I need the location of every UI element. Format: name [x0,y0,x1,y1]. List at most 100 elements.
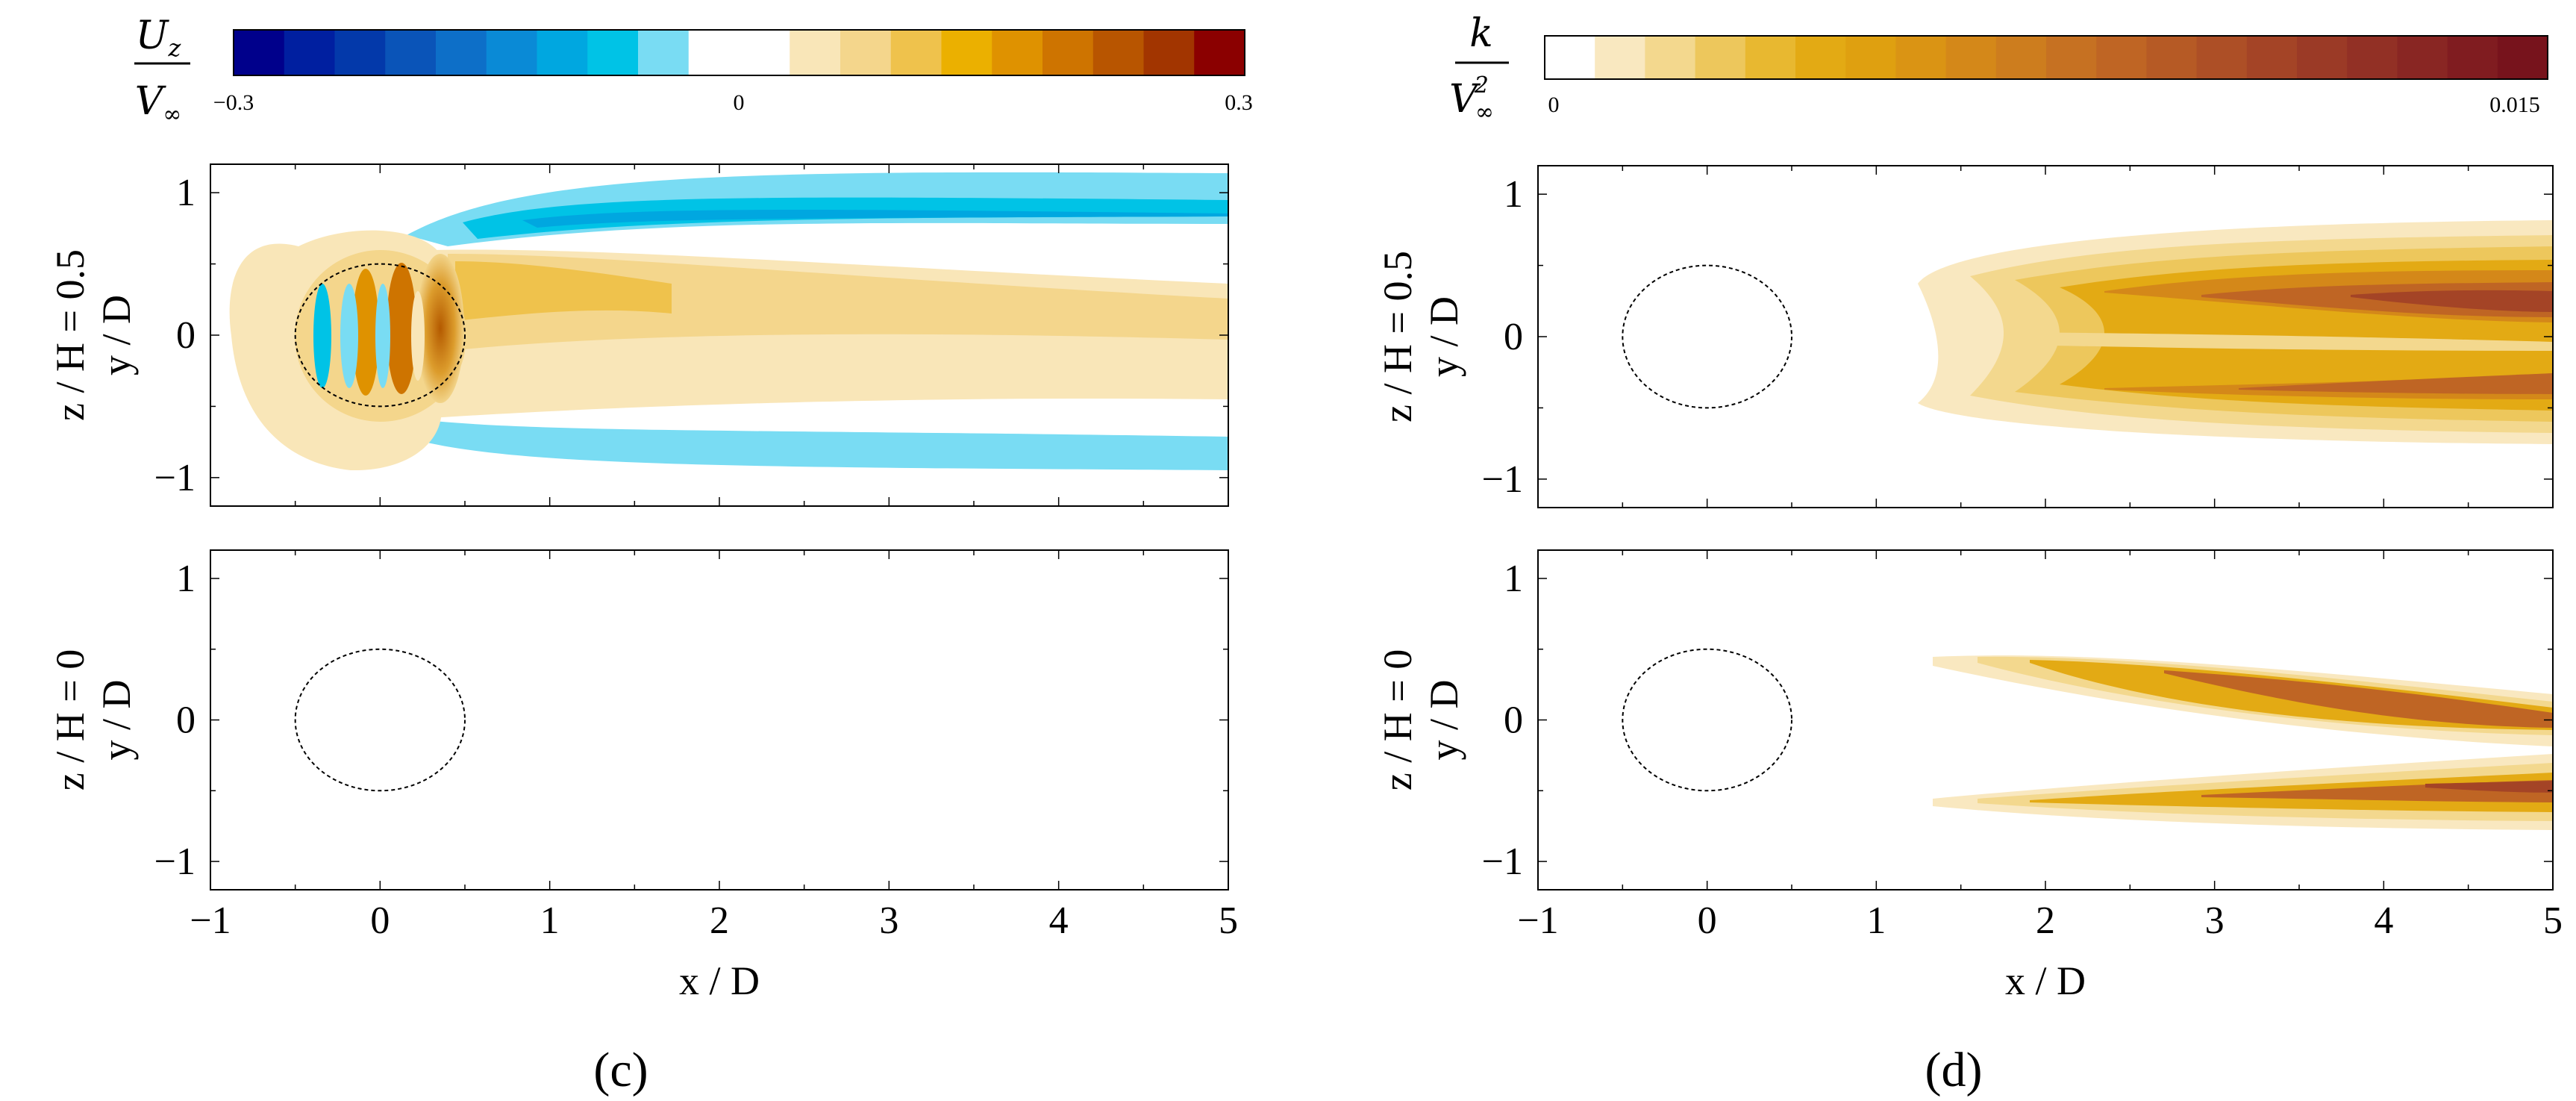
axes-c-bot-xtick-label: 0 [370,899,390,942]
axes-d-bot-ytick-label: 1 [1504,558,1523,600]
colorbar-c-swatch-9 [688,30,740,75]
colorbar-d-max-label: 0.015 [2489,93,2540,117]
colorbar-d-swatch-1 [1595,36,1645,79]
axes-d-bot-ylabel: y / D [1422,680,1466,761]
colorbar-d-swatch-11 [2096,36,2147,79]
contour-d-bot-field [1933,655,2553,830]
colorbar-d-swatch-7 [1895,36,1947,79]
colorbar-c-swatch-14 [941,30,992,75]
axes-c-bot-xtick-label: 2 [710,899,729,942]
colorbar-c-swatch-1 [284,30,336,75]
colorbar-d-swatch-6 [1845,36,1896,79]
colorbar-d-swatch-16 [2347,36,2398,79]
colorbar-c-quantity: Uz V∞ [134,13,190,128]
colorbar-d-swatch-3 [1695,36,1746,79]
axes-d-top-ylabel: y / D [1422,296,1466,377]
colorbar-c-swatch-3 [385,30,437,75]
colorbar-d-swatch-18 [2447,36,2498,79]
colorbar-d-min-label: 0 [1548,93,1560,117]
colorbar-d-swatch-12 [2146,36,2198,79]
colorbar-d-quantity: k V2 ∞ [1449,11,1509,125]
axes-d-bot-xtick-label: 2 [2036,899,2055,942]
axes-c-top-ylabel: y / D [94,295,139,375]
axes-d-top-cylinder-outline [1622,264,1793,409]
colorbar-c-swatch-4 [436,30,487,75]
axes-d-bot-row-label: z / H = 0 [1375,649,1420,790]
axes-d-top-ytick-label: 0 [1504,316,1523,358]
axes-c-top: 1 0 −1 z / H = 0.5 y / D [48,163,1229,507]
axes-c-bot-cylinder-outline [294,648,466,792]
axes-d-top-ytick-label: 1 [1504,173,1523,216]
colorbar-d: 0 0.015 [1544,35,2548,117]
axes-d-top: 1 0 −1 z / H = 0.5 y / D [1375,165,2554,508]
colorbar-c-numerator: Uz [136,13,182,62]
axes-layer: 10−1z / H = 0.5 y / D−1 0 1 2 3 4 5x / D10−1z /… [48,163,2563,1003]
axes-c-bot-ytick-label: 1 [176,558,196,600]
colorbar-c-swatch-10 [739,30,790,75]
axes-d-bot-ytick-label: 0 [1504,699,1523,742]
axes-c-top-row-label: z / H = 0.5 [48,249,93,421]
colorbar-d-swatch-17 [2397,36,2448,79]
colorbar-d-swatch-0 [1545,36,1595,79]
axes-d-bot-xtick-label: 5 [2543,899,2563,942]
colorbar-c-swatch-15 [992,30,1043,75]
axes-c-top-cylinder-outline [294,263,466,408]
colorbar-d-swatch-13 [2196,36,2248,79]
axes-c-top-ytick-label: 1 [176,172,196,214]
axes-c-bot-row-label: z / H = 0 [48,649,93,790]
colorbar-d-swatch-10 [2046,36,2097,79]
axes-c-bot-frame [210,549,1229,891]
colorbar-c-denominator: V∞ [135,79,182,128]
axes-c-bot-xtick-label: 1 [540,899,560,942]
axes-c-bot-ytick-label: 0 [176,699,196,742]
axes-d-bot-xtick-label: 1 [1866,899,1886,942]
axes-d-bot-xtick-label: 0 [1698,899,1717,942]
colorbar-d-swatch-15 [2297,36,2348,79]
contour-d-top-field [1918,220,2553,444]
panel-label-d: (d) [1925,1043,1983,1097]
colorbar-c-swatch-7 [587,30,639,75]
colorbar-c-swatch-2 [334,30,386,75]
colorbar-c-swatches [234,30,1245,75]
axes-d-bot-xtick-label: 3 [2205,899,2225,942]
axes-c-bot-xlabel: x / D [679,958,760,1003]
colorbar-c-swatch-16 [1042,30,1094,75]
colorbar-c-min-label: −0.3 [213,90,254,115]
axes-d-bot-cylinder-outline [1622,648,1793,792]
colorbar-c-swatch-0 [234,30,285,75]
colorbar-c-swatch-5 [486,30,538,75]
colorbar-c-swatch-17 [1092,30,1145,75]
axes-d-bot-xlabel: x / D [2005,958,2086,1003]
colorbar-c-frame [233,29,1245,76]
axes-d-bot-xtick-label: 4 [2374,899,2393,942]
axes-c-bot-xtick-label: −1 [190,899,231,942]
colorbar-d-swatch-14 [2246,36,2298,79]
colorbar-c-swatch-12 [840,30,892,75]
colorbar-d-frame [1544,35,2548,80]
axes-d-bot-ytick-label: −1 [1482,840,1523,883]
contour-c-top-field [229,172,1228,471]
colorbar-c-swatch-8 [638,30,690,75]
axes-c-top-ytick-label: −1 [154,457,196,499]
axes-d-top-ytick-label: −1 [1482,458,1523,501]
panel-label-c: (c) [593,1043,648,1097]
colorbar-d-swatch-8 [1945,36,1997,79]
colorbar-c-swatch-11 [790,30,841,75]
axes-c-bot-ylabel: y / D [94,680,139,761]
colorbar-d-swatch-9 [1995,36,2047,79]
colorbar-c: −0.3 0 0.3 [213,29,1253,115]
axes-c-bot-ytick-label: −1 [154,840,196,883]
axes-c-bot-xtick-label: 4 [1049,899,1069,942]
axes-c-bot-xtick-label: 3 [879,899,898,942]
axes-d-top-row-label: z / H = 0.5 [1375,251,1420,422]
colorbar-c-mid-label: 0 [734,90,745,115]
colorbar-d-denominator: V2 ∞ [1449,72,1494,125]
axes-c-bot-xtick-label: 5 [1219,899,1238,942]
colorbar-d-numerator: k [1469,11,1493,56]
colorbar-d-swatch-19 [2497,36,2548,79]
axes-d-bot-xtick-label: −1 [1517,899,1558,942]
colorbar-c-max-label: 0.3 [1225,90,1253,115]
